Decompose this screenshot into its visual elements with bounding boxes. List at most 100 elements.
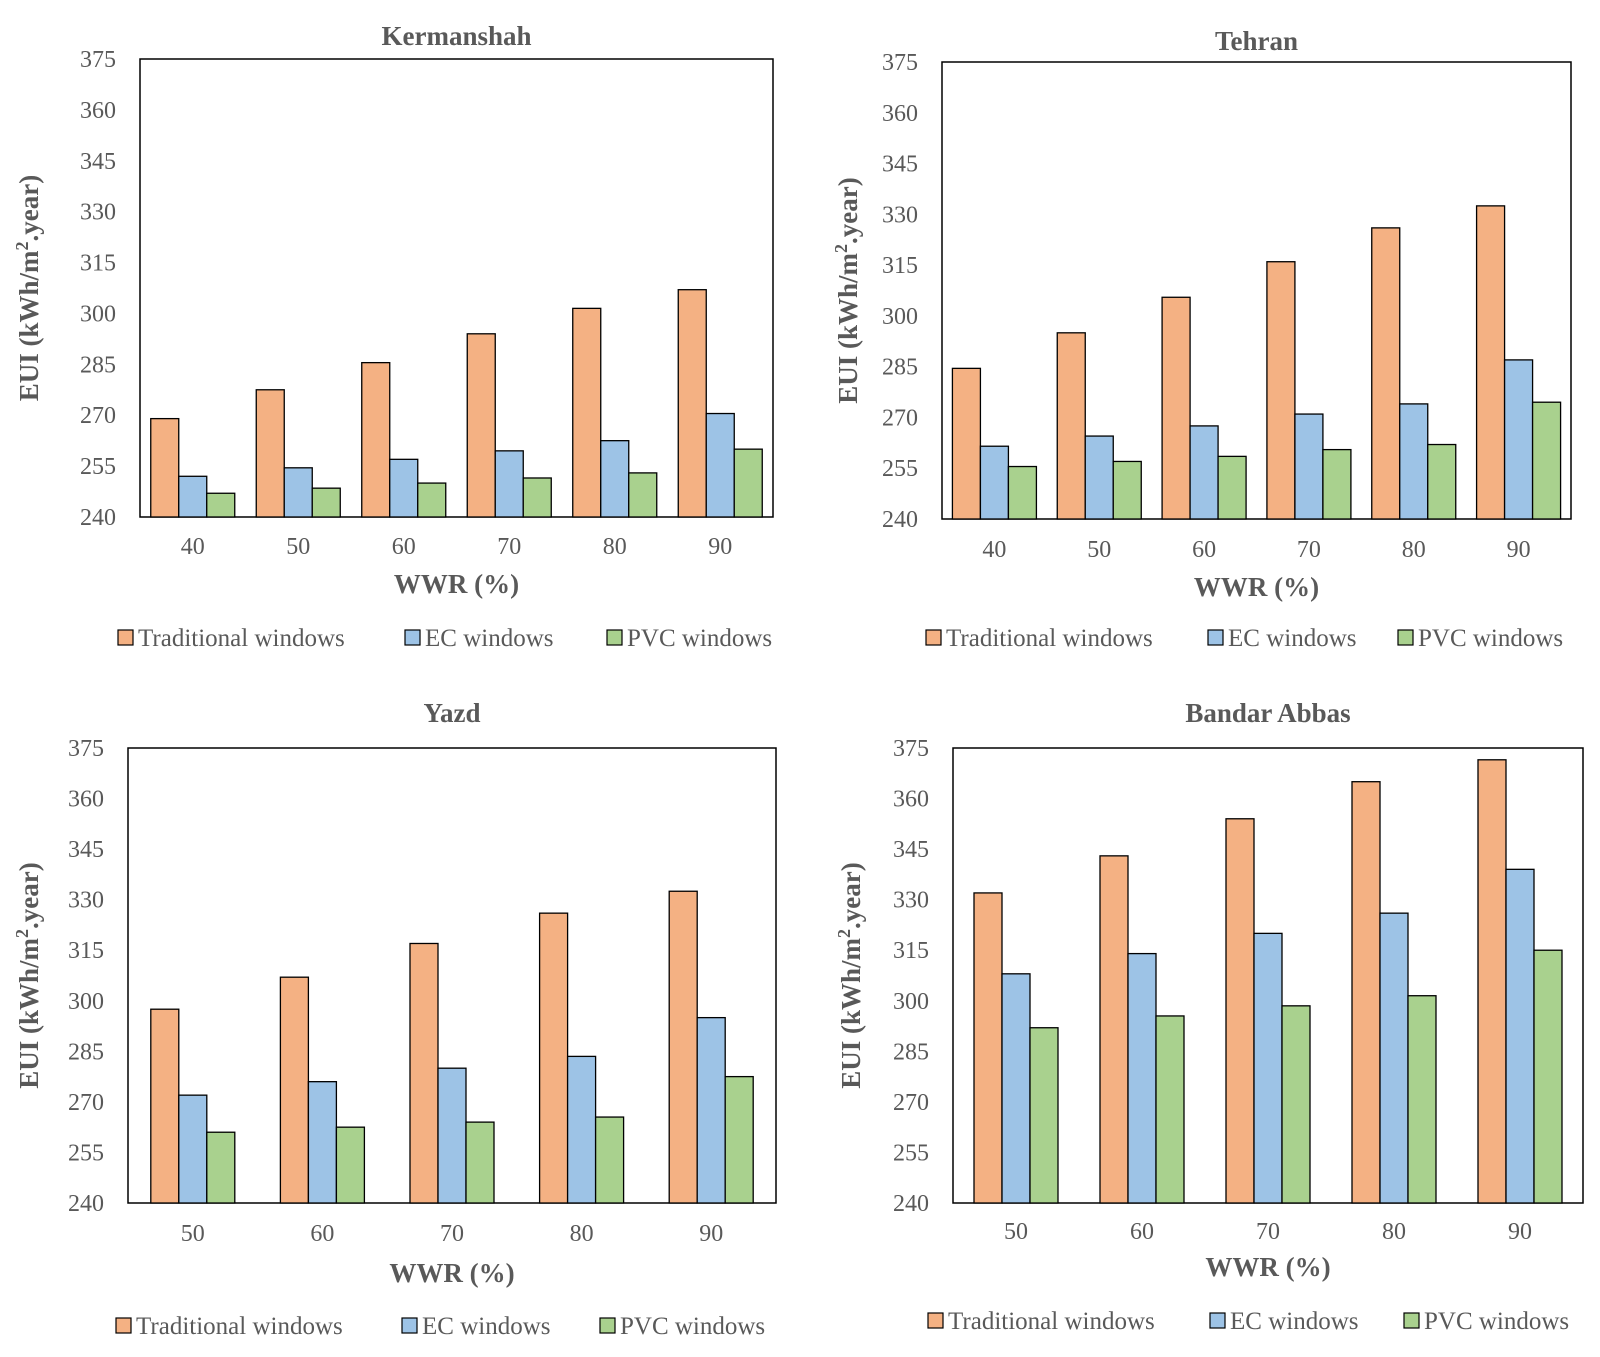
bar-pvc bbox=[724, 1075, 754, 1204]
y-axis-label: EUI (kWh/m2.year) bbox=[831, 177, 863, 404]
y-tick-label: 285 bbox=[68, 1039, 104, 1065]
bar-traditional bbox=[668, 890, 698, 1204]
y-tick-label: 315 bbox=[893, 938, 929, 964]
y-tick-label: 270 bbox=[893, 1090, 929, 1116]
bar-traditional bbox=[361, 361, 391, 518]
bar-ec bbox=[1505, 868, 1535, 1204]
y-tick-label: 315 bbox=[80, 251, 116, 277]
x-tick-label: 60 bbox=[1192, 537, 1216, 563]
x-tick-label: 90 bbox=[1508, 1219, 1532, 1245]
bar-ec bbox=[494, 450, 524, 518]
y-tick-label: 375 bbox=[882, 50, 918, 76]
y-tick-label: 255 bbox=[893, 1140, 929, 1166]
legend-swatch-ec bbox=[401, 1317, 418, 1334]
bar-traditional bbox=[279, 976, 310, 1204]
x-tick-label: 70 bbox=[1256, 1219, 1280, 1245]
y-tick-label: 240 bbox=[882, 507, 918, 533]
y-tick-label: 375 bbox=[68, 736, 104, 762]
bar-ec bbox=[1001, 973, 1031, 1204]
legend: Traditional windows EC windows PVC windows bbox=[927, 1308, 1569, 1335]
x-tick-label: 40 bbox=[181, 534, 205, 560]
legend-label: EC windows bbox=[425, 625, 553, 652]
plot-area bbox=[941, 61, 1572, 520]
bar-pvc bbox=[417, 482, 447, 518]
bar-ec bbox=[1253, 932, 1283, 1204]
plot-area bbox=[127, 747, 777, 1204]
legend-label: PVC windows bbox=[627, 625, 772, 652]
chart-title: Yazd bbox=[423, 698, 480, 728]
y-tick-label: 270 bbox=[882, 405, 918, 431]
bar-traditional bbox=[572, 307, 602, 518]
y-tick-label: 270 bbox=[68, 1090, 104, 1116]
x-tick-label: 80 bbox=[1382, 1219, 1406, 1245]
bar-pvc bbox=[1427, 443, 1457, 520]
chart-title: Bandar Abbas bbox=[1185, 698, 1350, 728]
y-tick-label: 330 bbox=[882, 202, 918, 228]
bar-ec bbox=[1379, 912, 1409, 1204]
x-tick-label: 80 bbox=[570, 1221, 594, 1247]
y-tick-label: 240 bbox=[68, 1191, 104, 1217]
bar-traditional bbox=[1477, 759, 1507, 1204]
legend-swatch-ec bbox=[1207, 629, 1224, 646]
legend-label: Traditional windows bbox=[946, 625, 1153, 652]
bar-traditional bbox=[1099, 855, 1129, 1204]
y-tick-label: 255 bbox=[80, 454, 116, 480]
bar-traditional bbox=[255, 389, 285, 518]
y-tick-label: 285 bbox=[893, 1039, 929, 1065]
y-tick-label: 375 bbox=[893, 736, 929, 762]
bar-pvc bbox=[335, 1126, 366, 1204]
legend-swatch-pvc bbox=[599, 1317, 616, 1334]
legend-label: EC windows bbox=[422, 1313, 550, 1340]
x-tick-label: 80 bbox=[603, 534, 627, 560]
x-tick-label: 70 bbox=[1297, 537, 1321, 563]
y-tick-label: 285 bbox=[882, 355, 918, 381]
legend-label: Traditional windows bbox=[138, 625, 345, 652]
y-tick-label: 345 bbox=[68, 837, 104, 863]
legend-label: EC windows bbox=[1230, 1308, 1358, 1335]
bar-traditional bbox=[1475, 205, 1506, 520]
y-axis-label: EUI (kWh/m2.year) bbox=[12, 175, 44, 402]
y-tick-label: 360 bbox=[893, 787, 929, 813]
legend-swatch-pvc bbox=[606, 629, 623, 646]
legend-label: EC windows bbox=[1228, 625, 1356, 652]
y-tick-label: 255 bbox=[68, 1140, 104, 1166]
bar-pvc bbox=[522, 477, 552, 518]
y-tick-label: 345 bbox=[882, 152, 918, 178]
y-tick-label: 375 bbox=[80, 47, 116, 73]
x-tick-label: 90 bbox=[708, 534, 732, 560]
legend-swatch-traditional bbox=[925, 629, 942, 646]
chart-panel: Tehran 240 255 270 285 300 315 330 345 360 375 EUI … bbox=[831, 26, 1572, 652]
x-tick-label: 70 bbox=[440, 1221, 464, 1247]
bar-traditional bbox=[1266, 261, 1296, 520]
bar-traditional bbox=[538, 912, 569, 1204]
plot-area bbox=[139, 58, 774, 518]
bar-pvc bbox=[1217, 455, 1247, 520]
bar-ec bbox=[566, 1055, 597, 1204]
bar-ec bbox=[1084, 435, 1114, 520]
bar-traditional bbox=[951, 367, 982, 520]
y-tick-label: 300 bbox=[68, 989, 104, 1015]
bar-pvc bbox=[206, 1131, 236, 1204]
bar-ec bbox=[178, 1094, 208, 1204]
legend-label: Traditional windows bbox=[948, 1308, 1155, 1335]
y-tick-label: 360 bbox=[68, 787, 104, 813]
x-axis-label: WWR (%) bbox=[394, 569, 519, 599]
bar-pvc bbox=[1007, 465, 1038, 520]
y-tick-label: 300 bbox=[882, 304, 918, 330]
bar-pvc bbox=[206, 492, 236, 518]
y-tick-label: 345 bbox=[80, 149, 116, 175]
bar-pvc bbox=[594, 1116, 625, 1204]
bar-traditional bbox=[973, 892, 1003, 1204]
y-tick-label: 315 bbox=[882, 253, 918, 279]
bar-ec bbox=[705, 412, 735, 518]
bar-traditional bbox=[1056, 332, 1086, 520]
y-tick-label: 345 bbox=[893, 837, 929, 863]
bar-ec bbox=[1189, 425, 1219, 520]
legend-swatch-ec bbox=[1209, 1312, 1226, 1329]
legend-swatch-traditional bbox=[117, 629, 134, 646]
bar-traditional bbox=[466, 333, 496, 518]
bar-ec bbox=[600, 440, 630, 518]
bar-pvc bbox=[1531, 401, 1562, 520]
x-tick-label: 70 bbox=[497, 534, 521, 560]
